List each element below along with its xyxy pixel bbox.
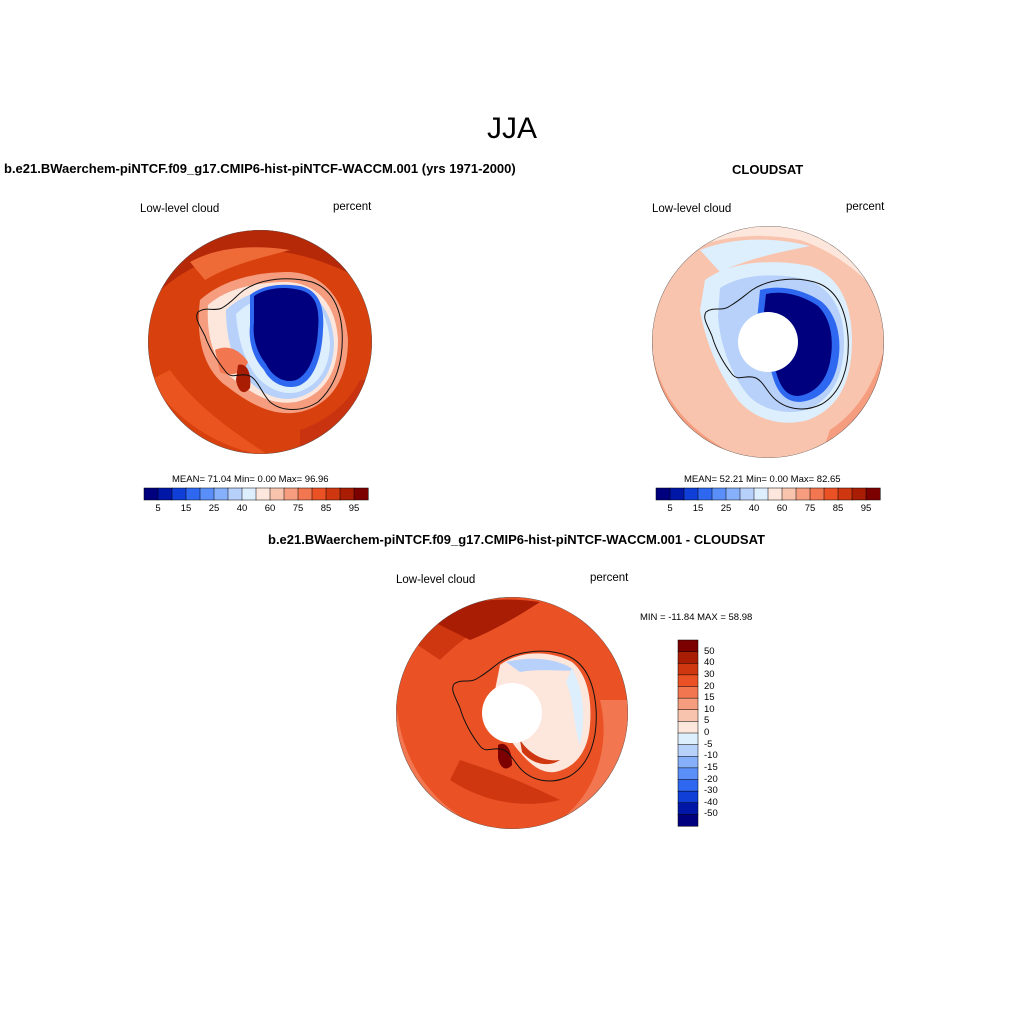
colorbar-swatch — [781, 487, 797, 501]
colorbar-tick-label: -20 — [704, 773, 718, 785]
colorbar-tick-label: 15 — [180, 503, 192, 514]
colorbar-tick-label: -40 — [704, 796, 718, 808]
colorbar-tick-label: 15 — [692, 503, 704, 514]
diff-variable-label: Low-level cloud — [396, 574, 476, 586]
colorbar-tick-label: 60 — [776, 503, 788, 514]
colorbar-tick-label: 5 — [704, 715, 710, 727]
colorbar-swatch — [677, 697, 699, 711]
colorbar-tick-label: 50 — [704, 645, 715, 657]
diff-map — [396, 597, 628, 829]
colorbar-swatch — [739, 487, 755, 501]
diff-units-label: percent — [590, 572, 629, 584]
colorbar-swatch — [669, 487, 685, 501]
colorbar-tick-label: 25 — [720, 503, 732, 514]
colorbar-tick-label: 95 — [348, 503, 360, 514]
colorbar-swatch — [227, 487, 243, 501]
colorbar-swatch — [823, 487, 839, 501]
colorbar-tick-label: 85 — [832, 503, 844, 514]
colorbar-swatch — [171, 487, 187, 501]
obs-units-label: percent — [846, 201, 885, 213]
colorbar-swatch — [677, 744, 699, 757]
colorbar-swatch — [725, 487, 741, 501]
colorbar-swatch — [241, 487, 257, 501]
colorbar-swatch — [677, 674, 699, 688]
colorbar-swatch — [677, 790, 699, 804]
colorbar-tick-label: 40 — [704, 657, 715, 669]
colorbar-swatch — [677, 732, 699, 746]
colorbar-swatch — [767, 487, 783, 501]
colorbar-swatch — [677, 663, 699, 676]
colorbar-tick-label: 20 — [704, 680, 715, 692]
colorbar-tick-label: 40 — [236, 503, 248, 514]
colorbar-swatch — [677, 709, 699, 722]
colorbar-tick-label: 85 — [320, 503, 332, 514]
colorbar-swatch — [677, 767, 699, 781]
colorbar-swatch — [753, 487, 769, 501]
diff-colorbar — [677, 639, 699, 827]
colorbar-swatch — [683, 487, 699, 501]
colorbar-swatch — [311, 487, 327, 501]
colorbar-swatch — [255, 487, 271, 501]
colorbar-swatch — [283, 487, 299, 501]
colorbar-tick-label: 5 — [667, 503, 673, 514]
colorbar-tick-label: -30 — [704, 785, 718, 797]
colorbar-swatch — [809, 487, 825, 501]
colorbar-swatch — [837, 487, 853, 501]
colorbar-swatch — [851, 487, 867, 501]
colorbar-swatch — [157, 487, 173, 501]
colorbar-tick-label: 0 — [704, 727, 710, 738]
colorbar-tick-label: -10 — [704, 750, 718, 762]
colorbar-swatch — [353, 487, 369, 501]
colorbar-swatch — [677, 756, 699, 769]
colorbar-swatch — [711, 487, 727, 501]
colorbar-swatch — [325, 487, 341, 501]
model-stats: MEAN= 71.04 Min= 0.00 Max= 96.96 — [172, 474, 329, 485]
colorbar-tick-label: 75 — [292, 503, 304, 514]
colorbar-swatch — [865, 487, 881, 501]
colorbar-swatch — [697, 487, 713, 501]
colorbar-swatch — [297, 487, 313, 501]
diff-panel-title: b.e21.BWaerchem-piNTCF.f09_g17.CMIP6-his… — [268, 532, 765, 547]
colorbar-swatch — [213, 487, 229, 501]
model-variable-label: Low-level cloud — [140, 203, 220, 215]
colorbar-swatch — [199, 487, 215, 501]
colorbar-swatch — [677, 814, 699, 827]
obs-colorbar — [655, 487, 881, 501]
model-colorbar — [143, 487, 369, 501]
model-map — [148, 230, 372, 454]
colorbar-swatch — [677, 721, 699, 734]
colorbar-tick-label: -15 — [704, 761, 718, 773]
model-units-label: percent — [333, 201, 372, 213]
obs-map — [652, 226, 884, 458]
colorbar-swatch — [655, 487, 671, 501]
colorbar-tick-label: 30 — [704, 668, 715, 680]
obs-variable-label: Low-level cloud — [652, 203, 732, 215]
colorbar-swatch — [677, 779, 699, 792]
colorbar-tick-label: 95 — [860, 503, 872, 514]
obs-panel-title: CLOUDSAT — [732, 162, 804, 177]
colorbar-swatch — [677, 651, 699, 664]
colorbar-swatch — [795, 487, 811, 501]
colorbar-tick-label: -50 — [704, 808, 718, 820]
colorbar-tick-label: 5 — [155, 503, 161, 514]
figure-title: JJA — [486, 112, 537, 145]
colorbar-tick-label: 10 — [704, 703, 715, 715]
colorbar-tick-label: 40 — [748, 503, 760, 514]
obs-stats: MEAN= 52.21 Min= 0.00 Max= 82.65 — [684, 474, 841, 485]
diff-stats: MIN = -11.84 MAX = 58.98 — [640, 612, 753, 623]
colorbar-swatch — [143, 487, 159, 501]
colorbar-swatch — [677, 639, 699, 653]
colorbar-swatch — [677, 802, 699, 815]
colorbar-swatch — [339, 487, 355, 501]
colorbar-tick-label: 60 — [264, 503, 276, 514]
colorbar-tick-label: 15 — [704, 692, 715, 704]
colorbar-swatch — [677, 686, 699, 699]
colorbar-tick-label: -5 — [704, 738, 713, 750]
colorbar-tick-label: 75 — [804, 503, 816, 514]
model-panel-title: b.e21.BWaerchem-piNTCF.f09_g17.CMIP6-his… — [4, 161, 516, 176]
colorbar-tick-label: 25 — [208, 503, 220, 514]
colorbar-swatch — [269, 487, 285, 501]
colorbar-swatch — [185, 487, 201, 501]
